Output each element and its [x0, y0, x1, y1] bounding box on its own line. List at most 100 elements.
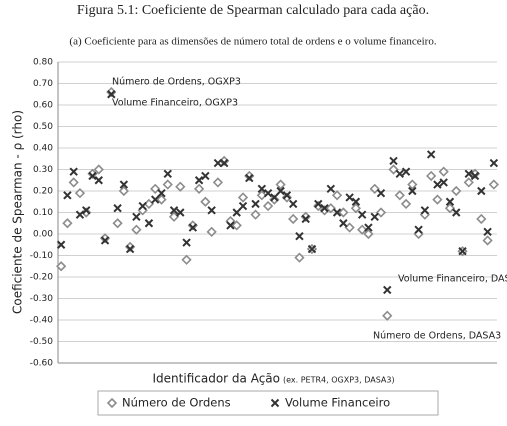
diamond-marker — [262, 200, 274, 212]
y-tick-label: -0.20 — [30, 273, 54, 283]
diamond-marker — [237, 192, 249, 203]
x-marker — [56, 240, 66, 249]
x-marker — [119, 180, 129, 189]
y-tick-label: 0.20 — [33, 187, 53, 197]
diamond-marker — [193, 183, 205, 194]
y-tick-label: -0.60 — [30, 359, 54, 369]
x-marker — [132, 212, 141, 222]
diamond-marker — [181, 254, 192, 265]
x-axis-label-note: (ex. PETR4, OGXP3, DASA3) — [283, 376, 395, 385]
diamond-marker — [344, 222, 355, 233]
y-tick-label: 0.80 — [33, 58, 53, 68]
y-tick-label: 0.40 — [33, 144, 53, 154]
x-marker — [107, 90, 116, 99]
diamond-marker — [275, 179, 286, 190]
diamond-marker — [331, 190, 343, 201]
x-marker — [88, 171, 97, 181]
diamond-marker — [93, 164, 104, 175]
annotation: Volume Financeiro, OGXP3 — [112, 98, 238, 109]
y-tick-label: -0.50 — [30, 337, 54, 347]
x-marker — [458, 246, 467, 256]
figure-caption: Figura 5.1: Coeficiente de Spearman calc… — [77, 3, 429, 18]
x-marker — [489, 158, 499, 168]
y-axis-label: Coeficiente de Spearman - ρ (rho) — [11, 110, 25, 314]
x-marker — [408, 186, 417, 196]
x-marker — [314, 199, 323, 209]
y-tick-label: 0.30 — [33, 165, 53, 175]
diamond-marker — [463, 177, 474, 188]
diamond-marker — [212, 177, 224, 188]
diamond-marker — [369, 183, 380, 194]
x-marker — [288, 199, 298, 209]
diamond-marker — [476, 213, 487, 225]
x-marker — [157, 188, 166, 198]
x-marker — [94, 176, 103, 185]
x-marker — [125, 244, 135, 254]
x-marker — [138, 201, 147, 211]
x-marker — [194, 176, 204, 185]
x-marker — [69, 167, 78, 176]
diamond-marker — [363, 228, 374, 240]
diamond-marker — [438, 166, 449, 177]
y-tick-label: -0.10 — [30, 251, 54, 261]
diamond-marker — [451, 185, 462, 197]
diamond-marker — [118, 185, 129, 197]
diamond-marker — [432, 194, 443, 205]
figure-subcaption: (a) Coeficiente para as dimensões de núm… — [69, 36, 436, 48]
diamond-marker — [156, 194, 167, 205]
diamond-marker — [313, 200, 324, 212]
diamond-marker — [175, 181, 186, 192]
annotation: Número de Ordens, DASA3 — [373, 331, 501, 342]
x-marker — [477, 186, 486, 196]
diamond-marker — [388, 164, 399, 175]
x-marker — [357, 210, 367, 219]
diamond-marker — [162, 179, 173, 190]
diamond-marker — [112, 218, 123, 229]
diamond-marker — [62, 218, 73, 229]
diamond-marker — [250, 209, 261, 220]
diamond-marker — [407, 179, 418, 190]
y-tick-label: 0.70 — [33, 79, 53, 89]
x-marker — [245, 173, 254, 183]
x-marker — [389, 156, 398, 166]
x-marker — [257, 184, 267, 194]
diamond-marker — [256, 190, 267, 201]
x-marker — [483, 227, 492, 237]
x-marker — [276, 186, 285, 196]
x-marker — [182, 238, 191, 247]
diamond-marker — [200, 196, 211, 207]
x-marker — [364, 223, 373, 232]
x-marker — [464, 169, 473, 179]
x-marker — [113, 203, 122, 213]
x-marker — [345, 193, 354, 202]
diamond-marker — [444, 203, 456, 214]
x-marker — [270, 398, 280, 408]
x-marker — [169, 206, 179, 215]
x-marker — [213, 158, 223, 168]
y-tick-label: 0.00 — [33, 230, 53, 240]
x-marker — [163, 169, 172, 179]
diamond-marker — [338, 207, 349, 218]
diamond-marker — [400, 198, 412, 210]
y-tick-label: 0.10 — [33, 208, 53, 218]
x-marker — [376, 188, 386, 198]
x-marker — [150, 195, 160, 204]
x-marker — [414, 225, 423, 234]
diamond-marker — [206, 226, 217, 237]
x-marker — [445, 197, 455, 206]
x-marker — [295, 231, 304, 241]
y-tick-label: -0.40 — [30, 316, 54, 326]
x-marker — [470, 171, 480, 181]
x-marker — [75, 210, 85, 219]
x-marker — [238, 201, 248, 211]
x-marker — [176, 208, 185, 217]
x-marker — [100, 236, 110, 245]
x-marker — [207, 206, 216, 215]
diamond-marker — [56, 261, 67, 272]
diamond-marker — [350, 203, 362, 214]
diamond-marker — [488, 179, 499, 190]
x-marker — [420, 206, 430, 215]
x-marker — [144, 219, 154, 228]
x-marker — [383, 285, 392, 295]
